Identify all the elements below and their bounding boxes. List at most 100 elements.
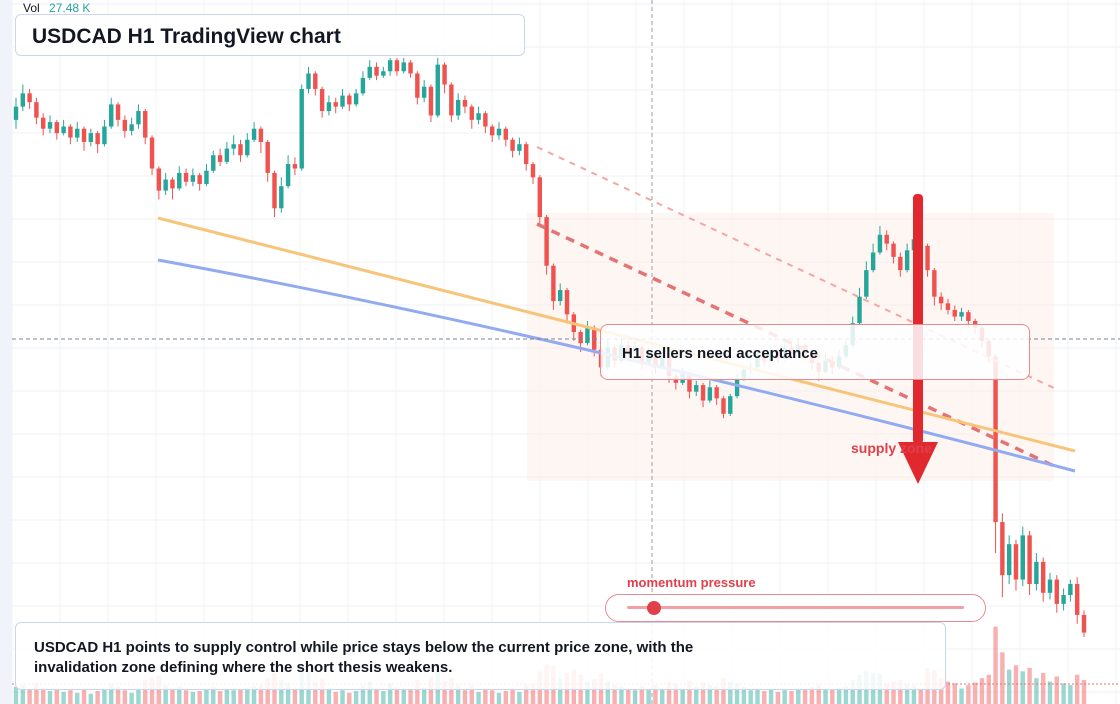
candle-body bbox=[313, 73, 318, 89]
candle-body bbox=[265, 141, 270, 173]
volume-bar bbox=[54, 689, 60, 704]
volume-bar bbox=[1054, 676, 1060, 704]
volume-bar bbox=[313, 681, 318, 704]
volume-bar bbox=[789, 691, 794, 704]
volume-value: 27.48 K bbox=[49, 1, 91, 15]
candle-body bbox=[401, 62, 406, 72]
volume-bar bbox=[952, 683, 957, 704]
volume-bar bbox=[285, 683, 291, 704]
volume-bar bbox=[258, 685, 264, 704]
candle-body bbox=[1068, 583, 1073, 596]
volume-bar bbox=[449, 678, 454, 704]
volume-bar bbox=[673, 683, 679, 704]
volume-bar bbox=[1047, 681, 1053, 704]
sellers-callout: H1 sellers need acceptance bbox=[600, 324, 1030, 380]
volume-bar bbox=[75, 692, 80, 704]
volume-bar bbox=[802, 688, 808, 704]
candle-body bbox=[993, 356, 998, 523]
candle-body bbox=[251, 128, 257, 140]
candle-body bbox=[462, 99, 468, 107]
candle-body bbox=[381, 71, 386, 76]
candle-body bbox=[156, 168, 162, 191]
volume-bar bbox=[891, 681, 896, 704]
candle-body bbox=[34, 102, 39, 118]
candle-body bbox=[258, 128, 264, 142]
summary-card: USDCAD H1 points to supply control while… bbox=[15, 622, 946, 690]
candle-body bbox=[68, 126, 73, 138]
volume-bar bbox=[163, 685, 168, 704]
candle-body bbox=[1006, 544, 1012, 576]
momentum-slider[interactable] bbox=[605, 594, 986, 622]
candle-body bbox=[170, 179, 175, 189]
volume-bar bbox=[830, 689, 835, 704]
candle-body bbox=[1027, 535, 1032, 584]
volume-bar bbox=[768, 689, 774, 704]
volume-bar bbox=[809, 686, 815, 704]
volume-bar bbox=[428, 677, 434, 704]
volume-bar bbox=[102, 689, 107, 704]
volume-bar bbox=[843, 685, 849, 704]
volume-bar bbox=[503, 691, 508, 704]
volume-bar bbox=[938, 678, 944, 704]
volume-bar bbox=[496, 692, 502, 704]
volume-bar bbox=[972, 682, 978, 704]
price-axis-strip bbox=[0, 0, 12, 704]
momentum-knob[interactable] bbox=[646, 601, 661, 615]
candle-body bbox=[687, 374, 692, 392]
volume-bar bbox=[476, 691, 481, 704]
volume-bar bbox=[707, 685, 713, 704]
volume-bar bbox=[639, 685, 645, 704]
volume-bar bbox=[904, 683, 910, 704]
volume-bar bbox=[714, 685, 719, 704]
candle-body bbox=[163, 179, 168, 191]
candle-body bbox=[217, 155, 223, 162]
momentum-label: momentum pressure bbox=[627, 575, 756, 590]
volume-bar bbox=[823, 688, 828, 704]
volume-bar bbox=[251, 685, 257, 704]
volume-bar bbox=[523, 685, 529, 704]
candle-body bbox=[272, 172, 277, 209]
candle-body bbox=[904, 250, 910, 271]
volume-bar bbox=[612, 685, 617, 704]
volume-bar bbox=[632, 690, 638, 704]
volume-bar bbox=[238, 689, 243, 704]
candle-body bbox=[1034, 561, 1039, 584]
candle-body bbox=[197, 175, 202, 184]
volume-bar bbox=[204, 689, 209, 704]
candle-body bbox=[578, 332, 583, 344]
candle-body bbox=[966, 312, 971, 321]
volume-bar bbox=[47, 691, 53, 704]
volume-bar bbox=[734, 683, 740, 704]
volume-bar bbox=[510, 687, 515, 704]
candle-body bbox=[13, 106, 19, 120]
candle-body bbox=[1047, 579, 1053, 593]
volume-bar bbox=[592, 679, 597, 704]
volume-bar bbox=[884, 683, 889, 704]
volume-bar bbox=[353, 691, 359, 704]
volume-bar bbox=[340, 690, 345, 704]
candle-body bbox=[1013, 544, 1019, 580]
candle-body bbox=[143, 111, 148, 138]
volume-bar bbox=[1074, 674, 1080, 704]
volume-bar bbox=[136, 687, 141, 704]
candle-body bbox=[231, 144, 236, 149]
candle-body bbox=[530, 164, 536, 178]
volume-bar bbox=[850, 679, 855, 704]
candle-body bbox=[292, 164, 298, 169]
volume-bar bbox=[1034, 678, 1039, 704]
supply-zone-label: supply zone bbox=[851, 440, 932, 456]
candle-body bbox=[435, 64, 440, 116]
volume-bar bbox=[836, 687, 842, 704]
momentum-bar bbox=[627, 606, 964, 609]
candle-body bbox=[925, 245, 930, 271]
volume-bar bbox=[347, 692, 352, 704]
volume-bar bbox=[694, 686, 699, 704]
volume-bar bbox=[40, 687, 46, 704]
title-card: USDCAD H1 TradingView chart bbox=[15, 14, 525, 56]
candle-body bbox=[415, 73, 420, 98]
candle-body bbox=[557, 290, 563, 302]
volume-bar bbox=[687, 680, 692, 704]
volume-bar bbox=[700, 682, 706, 704]
candle-body bbox=[211, 155, 216, 171]
candle-body bbox=[428, 86, 434, 116]
